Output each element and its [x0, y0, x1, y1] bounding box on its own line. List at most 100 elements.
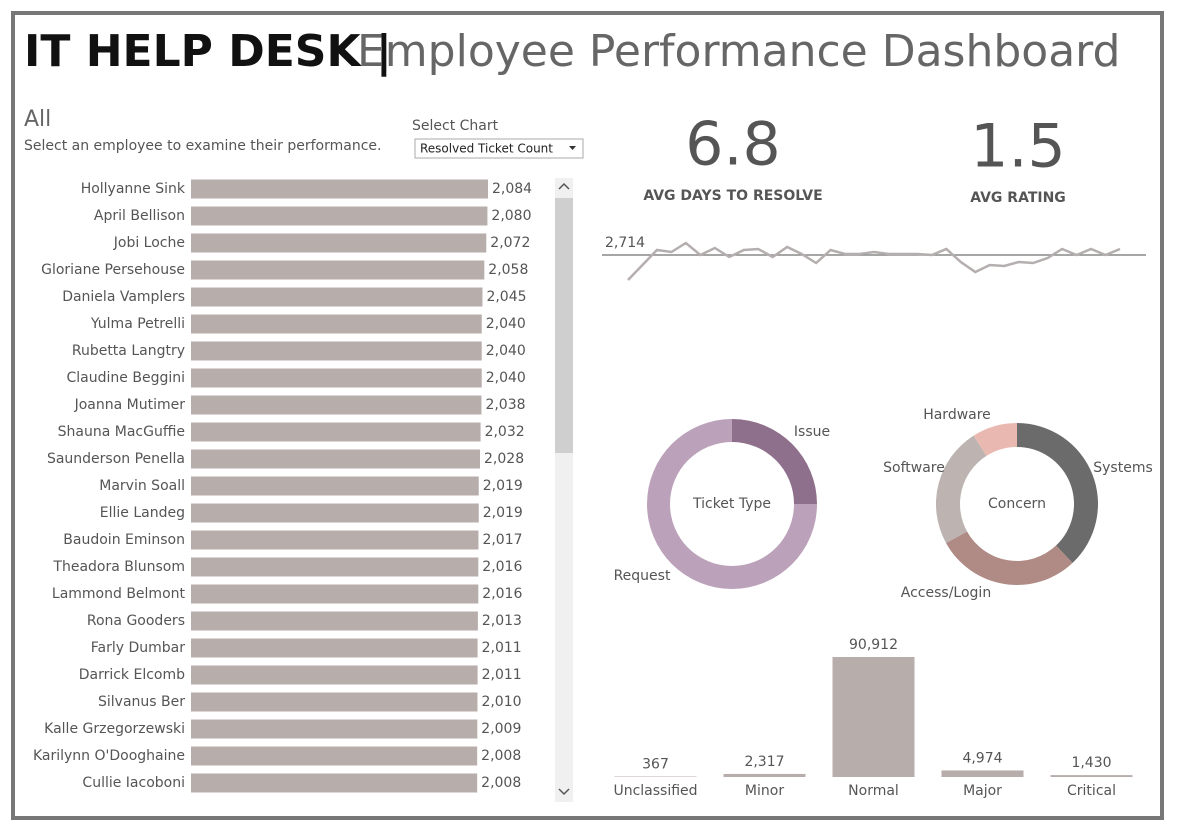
reference-label: 2,714	[605, 235, 645, 251]
value-label: 4,974	[962, 750, 1002, 766]
x-tick-label: Normal	[848, 783, 899, 799]
value-label: 2,008	[481, 775, 521, 791]
bar[interactable]	[191, 396, 481, 415]
donut-slice[interactable]	[946, 531, 1072, 585]
employee-name: Gloriane Persehouse	[41, 262, 185, 278]
slice-label: Request	[614, 568, 671, 584]
bar	[942, 770, 1024, 777]
bar[interactable]	[191, 261, 484, 280]
title-bold: IT HELP DESK |	[24, 26, 392, 77]
slice-label: Access/Login	[901, 585, 991, 601]
value-label: 2,058	[488, 262, 528, 278]
value-label: 2,016	[482, 559, 522, 575]
value-label: 2,013	[482, 613, 522, 629]
bar[interactable]	[191, 720, 477, 739]
employee-name: Joanna Mutimer	[74, 397, 186, 413]
value-label: 2,017	[482, 532, 522, 548]
value-label: 2,040	[486, 316, 526, 332]
bar[interactable]	[191, 450, 480, 469]
bar[interactable]	[191, 639, 478, 658]
filter-selection[interactable]: All	[24, 107, 51, 132]
employee-name: Marvin Soall	[99, 478, 185, 494]
value-label: 2,038	[485, 397, 525, 413]
employee-name: Jobi Loche	[113, 235, 185, 251]
donut-slice[interactable]	[936, 436, 986, 543]
employee-name: Saunderson Penella	[47, 451, 185, 467]
value-label: 2,008	[481, 748, 521, 764]
instruction: Select an employee to examine their perf…	[24, 138, 381, 154]
bar[interactable]	[191, 585, 478, 604]
employee-name: Silvanus Ber	[98, 694, 185, 710]
donut-title: Concern	[988, 496, 1046, 512]
bar[interactable]	[191, 288, 482, 307]
bar[interactable]	[191, 531, 478, 550]
employee-name: Karilynn O'Dooghaine	[33, 748, 185, 764]
employee-name: Cullie Iacoboni	[82, 775, 185, 791]
value-label: 1,430	[1071, 755, 1111, 771]
value-label: 2,019	[483, 478, 523, 494]
value-label: 2,040	[486, 343, 526, 359]
employee-name: Darrick Elcomb	[79, 667, 185, 683]
bar[interactable]	[191, 234, 486, 253]
bar[interactable]	[191, 504, 479, 523]
employee-name: Lammond Belmont	[52, 586, 186, 602]
bar	[833, 657, 915, 777]
select-value[interactable]: Resolved Ticket Count	[420, 142, 553, 156]
employee-name: Ellie Landeg	[100, 505, 185, 521]
bar[interactable]	[191, 423, 481, 442]
employee-name: Yulma Petrelli	[90, 316, 185, 332]
employee-name: April Bellison	[94, 208, 185, 224]
select-label: Select Chart	[412, 118, 499, 134]
value-label: 2,016	[482, 586, 522, 602]
employee-name: Daniela Vamplers	[62, 289, 185, 305]
value-label: 2,032	[485, 424, 525, 440]
x-tick-label: Critical	[1067, 783, 1116, 799]
bar[interactable]	[191, 666, 478, 685]
value-label: 2,045	[486, 289, 526, 305]
donut-title: Ticket Type	[692, 496, 771, 512]
bar[interactable]	[191, 315, 482, 334]
value-label: 2,080	[491, 208, 531, 224]
value-label: 2,011	[482, 667, 522, 683]
value-label: 2,009	[481, 721, 521, 737]
slice-label: Software	[883, 460, 945, 476]
employee-name: Theadora Blunsom	[52, 559, 185, 575]
value-label: 2,011	[482, 640, 522, 656]
value-label: 2,028	[484, 451, 524, 467]
bar[interactable]	[191, 558, 478, 577]
value-label: 2,010	[481, 694, 521, 710]
title-light: Employee Performance Dashboard	[357, 26, 1120, 77]
bar[interactable]	[191, 342, 482, 361]
kpi-value: 6.8	[685, 110, 780, 180]
value-label: 90,912	[849, 637, 898, 653]
kpi-label: AVG DAYS TO RESOLVE	[643, 188, 822, 204]
x-tick-label: Minor	[745, 783, 784, 799]
kpi-label: AVG RATING	[970, 190, 1066, 206]
bar[interactable]	[191, 612, 478, 631]
employee-name: Hollyanne Sink	[81, 181, 186, 197]
value-label: 367	[642, 757, 669, 773]
bar[interactable]	[191, 693, 477, 712]
scroll-thumb[interactable]	[555, 198, 573, 453]
value-label: 2,019	[483, 505, 523, 521]
bar[interactable]	[191, 180, 488, 199]
employee-name: Claudine Beggini	[67, 370, 185, 386]
kpi-value: 1.5	[970, 112, 1065, 182]
bar[interactable]	[191, 369, 482, 388]
line	[628, 243, 1120, 280]
employee-name: Rubetta Langtry	[72, 343, 185, 359]
employee-name: Kalle Grzegorzewski	[44, 721, 185, 737]
bar[interactable]	[191, 477, 479, 496]
value-label: 2,084	[492, 181, 532, 197]
slice-label: Systems	[1093, 460, 1153, 476]
slice-label: Issue	[794, 424, 830, 440]
bar[interactable]	[191, 207, 487, 226]
employee-name: Baudoin Eminson	[63, 532, 185, 548]
x-tick-label: Major	[963, 783, 1002, 799]
bar[interactable]	[191, 774, 477, 793]
value-label: 2,072	[490, 235, 530, 251]
bar[interactable]	[191, 747, 477, 766]
donut-slice[interactable]	[1017, 423, 1098, 563]
slice-label: Hardware	[923, 407, 991, 423]
